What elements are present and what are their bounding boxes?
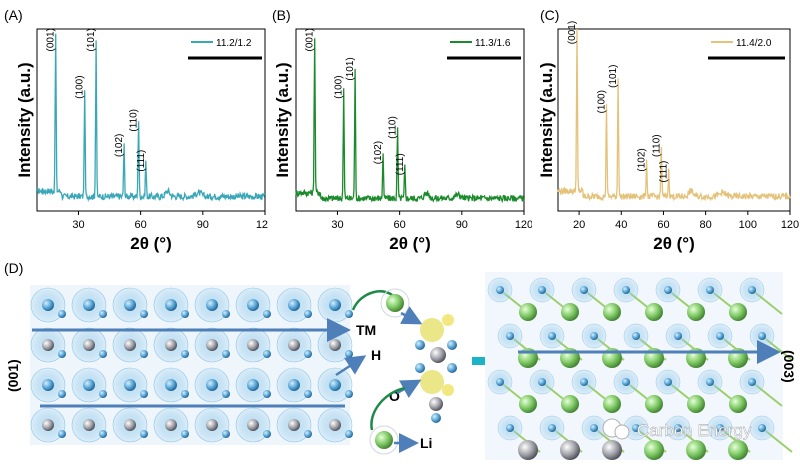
panel-label-a: (A) (4, 7, 23, 23)
li-ion-icon (375, 431, 393, 449)
peak-label: (001) (46, 28, 57, 51)
peak-label: (110) (651, 134, 662, 157)
series-line (295, 38, 525, 204)
plot-frame (557, 28, 791, 212)
series-line (557, 28, 791, 202)
y-axis-label: Intensity (a.u.) (537, 62, 556, 177)
octahedral-unit (415, 314, 457, 423)
plane-label-003: (003) (781, 350, 797, 383)
label-o: O (389, 388, 400, 404)
peak-label: (101) (345, 57, 356, 80)
x-axis: 20 40 60 80 100 120 (573, 211, 799, 231)
plot-area: (001) (100) (101) (102) (110) (111) (36, 28, 266, 203)
x-axis-label: 2θ (°) (389, 234, 431, 253)
x-axis-label: 2θ (°) (130, 234, 172, 253)
legend-label: 11.2/1.2 (216, 38, 252, 49)
peak-label: (111) (136, 150, 147, 172)
x-axis: 30 60 90 120 (72, 211, 268, 231)
plot-area: (001) (100)(101) (102) (110) (111) (295, 28, 525, 204)
peak-label: (001) (305, 28, 316, 51)
x-axis-label: 2θ (°) (653, 234, 695, 253)
peak-label: (102) (373, 141, 384, 164)
h-ion-icon (386, 294, 404, 312)
peak-label: (110) (388, 116, 399, 139)
x-tick-label: 90 (456, 219, 468, 231)
x-tick-label: 60 (657, 219, 669, 231)
x-tick-label: 60 (135, 219, 147, 231)
panel-label-c: (C) (540, 7, 560, 23)
peak-label: (111) (659, 161, 670, 183)
x-tick-label: 90 (197, 219, 209, 231)
legend: 11.4/2.0 (708, 38, 785, 60)
left-layered-structure: (001) (5, 285, 353, 445)
label-tm: TM (356, 322, 376, 338)
legend: 11.3/1.6 (447, 38, 521, 60)
panel-label-b: (B) (272, 7, 291, 23)
label-li: Li (420, 435, 432, 451)
y-axis-label: Intensity (a.u.) (273, 62, 292, 177)
panel-label-d: (D) (4, 260, 24, 276)
x-axis: 30 60 90 120 (331, 211, 532, 231)
peak-label: (001) (567, 21, 578, 44)
ion-insertion-schematic: TM H O Li (335, 288, 457, 455)
peak-label: (100) (75, 75, 86, 98)
legend-label: 11.4/2.0 (736, 38, 772, 49)
peak-label: (101) (608, 65, 619, 88)
label-h: H (371, 347, 381, 363)
xrd-chart-c: 20 40 60 80 100 120 Intensity (a.u.) 2θ (°) 1… (537, 21, 799, 253)
x-tick-label: 30 (72, 219, 84, 231)
right-layered-structure: (003) (485, 272, 797, 460)
peak-label: (101) (86, 28, 97, 51)
series-line (36, 33, 266, 203)
x-tick-label: 100 (739, 219, 757, 231)
peak-label: (110) (129, 109, 140, 132)
x-tick-label: 120 (781, 219, 799, 231)
crystal-structure-illustration: (001) TM H O Li (5, 272, 797, 460)
plane-label-001: (001) (5, 359, 21, 392)
xrd-chart-a: 30 60 90 120 Intensity (a.u.) 2θ (°) 11.2/1… (15, 28, 268, 253)
plot-frame (295, 28, 525, 212)
y-axis-label: Intensity (a.u.) (15, 62, 34, 177)
watermark: Carbon Energy (602, 418, 752, 440)
peak-label: (100) (334, 75, 345, 98)
legend: 11.2/1.2 (188, 38, 262, 60)
peak-label: (102) (114, 134, 125, 157)
x-tick-label: 120 (256, 219, 268, 231)
peak-label: (102) (637, 148, 648, 171)
plot-frame (36, 28, 266, 212)
x-tick-label: 60 (394, 219, 406, 231)
x-tick-label: 40 (615, 219, 627, 231)
x-tick-label: 120 (515, 219, 532, 231)
legend-label: 11.3/1.6 (475, 38, 511, 49)
x-tick-label: 30 (331, 219, 343, 231)
peak-label: (100) (597, 90, 608, 113)
x-tick-label: 80 (700, 219, 712, 231)
xrd-chart-b: 30 60 90 120 Intensity (a.u.) 2θ (°) 11.3/1… (273, 28, 532, 253)
x-tick-label: 20 (573, 219, 585, 231)
watermark-text: Carbon Energy (637, 421, 752, 440)
plot-area: (001) (100)(101) (102)(110) (111) (557, 21, 791, 202)
peak-label: (111) (395, 153, 406, 175)
